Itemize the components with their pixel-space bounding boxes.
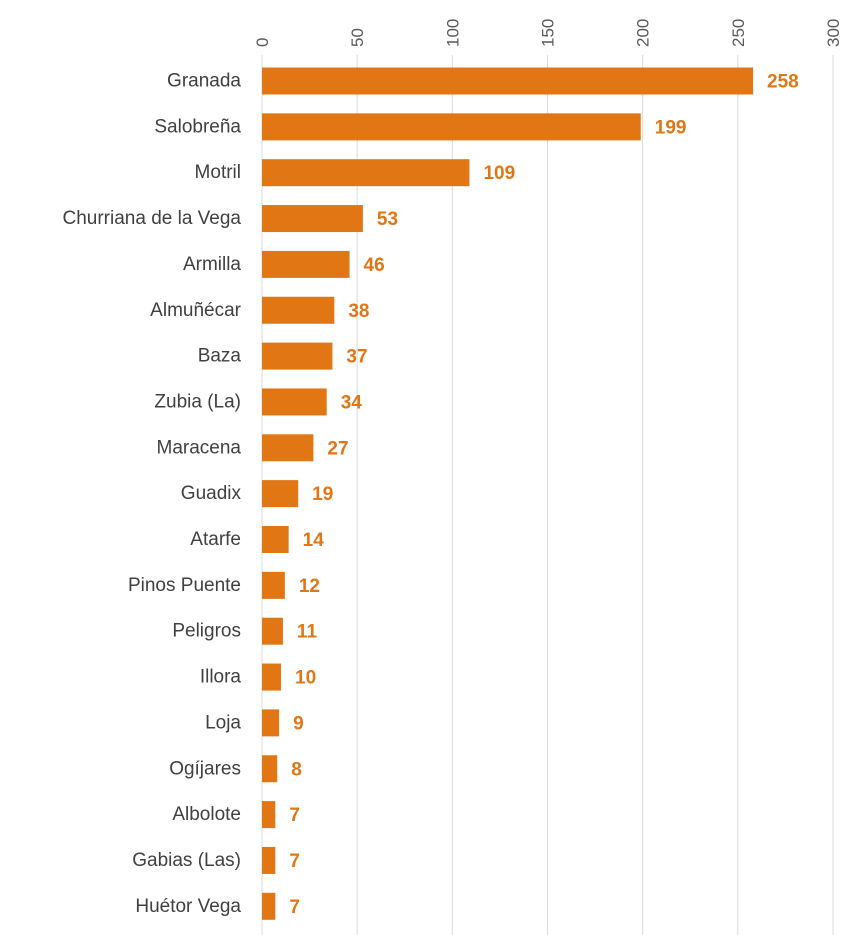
category-label: Ogíjares	[169, 758, 241, 779]
data-label: 109	[483, 163, 515, 184]
category-label: Loja	[205, 712, 241, 733]
category-label: Guadix	[181, 483, 242, 504]
bar	[262, 296, 335, 324]
x-tick-label: 300	[824, 19, 843, 47]
data-label: 14	[303, 530, 325, 551]
data-label: 53	[377, 209, 398, 230]
bar	[262, 388, 327, 416]
bar	[262, 113, 641, 141]
bar	[262, 892, 276, 920]
data-label: 258	[767, 72, 799, 93]
category-label: Churriana de la Vega	[62, 208, 241, 229]
bar	[262, 480, 299, 508]
data-label: 12	[299, 576, 320, 597]
bar	[262, 663, 282, 691]
category-label: Peligros	[172, 621, 241, 642]
data-label: 34	[341, 392, 363, 413]
bar	[262, 205, 363, 233]
category-label: Salobreña	[154, 116, 241, 137]
bar	[262, 434, 314, 462]
bar	[262, 709, 280, 737]
category-label: Maracena	[157, 437, 242, 458]
bar	[262, 755, 278, 783]
gridlines	[261, 55, 834, 935]
category-label: Zubia (La)	[154, 391, 241, 412]
x-tick-label: 100	[443, 19, 462, 47]
data-label: 7	[289, 805, 300, 826]
category-label: Illora	[200, 667, 242, 688]
category-label: Gabias (Las)	[132, 850, 241, 871]
x-axis-ticks: 0 50 100 150 200 250 300	[253, 19, 843, 47]
bar	[262, 67, 754, 95]
category-label: Motril	[195, 162, 241, 183]
category-label: Granada	[167, 71, 241, 92]
data-label: 37	[346, 347, 367, 368]
x-tick-label: 50	[348, 28, 367, 47]
x-tick-label: 0	[253, 38, 272, 47]
data-label: 199	[655, 117, 687, 138]
data-label: 9	[293, 713, 304, 734]
x-tick-label: 200	[634, 19, 653, 47]
bar	[262, 250, 350, 278]
bar	[262, 159, 470, 187]
category-label: Atarfe	[190, 529, 241, 550]
category-label: Pinos Puente	[128, 575, 241, 596]
data-label: 19	[312, 484, 333, 505]
data-label: 7	[289, 897, 300, 918]
x-tick-label: 150	[539, 19, 558, 47]
category-label: Almuñécar	[150, 300, 241, 321]
data-label: 7	[289, 851, 300, 872]
category-label: Huétor Vega	[135, 896, 241, 917]
bar	[262, 526, 289, 553]
bar	[262, 846, 276, 874]
data-label: 38	[348, 301, 369, 322]
data-label: 27	[327, 438, 348, 459]
category-label: Baza	[198, 346, 242, 367]
category-labels: Granada Salobreña Motril Churriana de la Ve…	[62, 71, 241, 917]
bar	[262, 571, 285, 599]
data-label: 8	[291, 759, 302, 780]
data-label: 46	[364, 255, 385, 276]
bars	[262, 67, 754, 920]
bar	[262, 801, 276, 829]
bar	[262, 617, 283, 645]
data-label: 10	[295, 668, 316, 689]
category-label: Albolote	[172, 804, 241, 825]
category-label: Armilla	[183, 254, 241, 275]
x-tick-label: 250	[729, 19, 748, 47]
bar	[262, 342, 333, 370]
data-label: 11	[297, 622, 318, 643]
